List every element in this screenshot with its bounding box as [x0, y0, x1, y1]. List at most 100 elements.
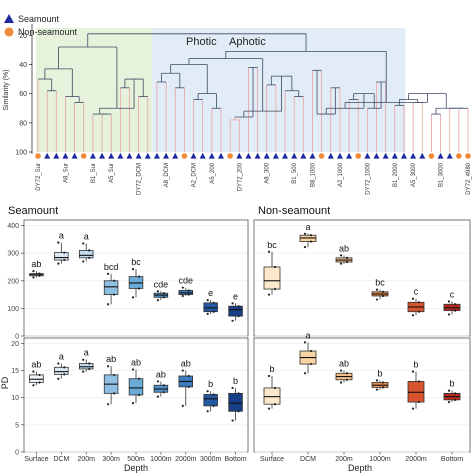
dendrogram-panel: 20 40 60 80 100 Similarity (%) Photic Aphoti… — [3, 14, 472, 195]
x-tick-label: 200m — [77, 456, 95, 463]
sample-point — [345, 256, 349, 259]
x-label-nonseamount: Depth — [348, 463, 372, 473]
box-3000m: b — [203, 379, 218, 413]
leaf-marker-seamount — [364, 152, 371, 159]
sample-point — [231, 419, 234, 422]
leaf-label: B1_500 — [292, 162, 298, 183]
leaf-label: A2_DCM — [192, 163, 198, 187]
x-tick-label: DCM — [53, 456, 69, 463]
leaf-marker-seamount — [190, 152, 197, 159]
sample-point — [57, 377, 60, 380]
sample-point — [375, 388, 379, 391]
significance-letter: bc — [267, 240, 277, 250]
panel-title-nonseamount: Non-seamount — [258, 205, 330, 217]
leaf-marker-seamount — [400, 152, 407, 159]
sample-point — [267, 293, 271, 296]
legend-seamount-label: Seamount — [18, 14, 60, 24]
sample-point — [339, 262, 343, 265]
x-tick-label: 1000m — [150, 456, 172, 463]
y-tick-label: 200 — [7, 278, 19, 285]
box-200m: ab — [335, 243, 353, 265]
sample-point — [38, 381, 41, 384]
y-tick-label: 60 — [19, 91, 27, 98]
sample-point — [339, 369, 343, 372]
box-2000m: b — [407, 360, 425, 410]
leaf-label: B8_1000 — [310, 162, 316, 187]
sample-point — [82, 370, 85, 373]
sample-point — [32, 276, 35, 279]
dendrogram-leaf-markers — [35, 152, 471, 159]
sample-point — [339, 381, 343, 384]
box-2000m: ab — [178, 359, 194, 407]
leaf-marker-nonseamount — [456, 153, 462, 159]
sample-point — [309, 234, 313, 237]
sample-point — [156, 380, 159, 383]
significance-letter: ab — [131, 357, 141, 367]
leaf-marker-seamount — [89, 152, 96, 159]
sample-point — [156, 298, 159, 302]
box-body — [54, 366, 69, 375]
leaf-label: A5_Sur — [109, 163, 115, 183]
box-DCM: a — [299, 330, 317, 375]
x-tick-label: 300m — [102, 456, 120, 463]
sample-point — [375, 288, 379, 291]
sample-point — [107, 403, 110, 406]
sample-point — [38, 272, 41, 275]
dendrogram-y-label: Similarity (%) — [3, 69, 10, 110]
y-tick-label: 100 — [15, 150, 27, 157]
box-body — [228, 305, 243, 317]
leaf-marker-nonseamount — [465, 153, 471, 159]
box-Surface: b — [263, 364, 281, 410]
sample-point — [156, 290, 159, 293]
box-body — [54, 252, 69, 261]
panel-frame — [253, 219, 471, 337]
y-tick-label: 300 — [7, 251, 19, 258]
leaf-label: A5_3000 — [411, 162, 417, 187]
leaf-marker-seamount — [217, 152, 224, 159]
sample-point — [113, 373, 116, 377]
significance-letter: e — [233, 291, 238, 301]
leaf-marker-seamount — [199, 152, 206, 159]
sample-point — [453, 309, 457, 312]
significance-letter: cde — [154, 279, 169, 289]
sample-point — [447, 400, 451, 404]
leaf-marker-seamount — [153, 152, 160, 159]
sample-point — [162, 384, 165, 387]
sample-point — [82, 260, 85, 263]
sample-point — [381, 294, 385, 298]
dendrogram-y-ticks: 20 40 60 80 100 — [15, 33, 32, 157]
significance-letter: bcd — [104, 262, 119, 272]
leaf-marker-nonseamount — [318, 153, 325, 159]
sample-point — [309, 349, 313, 353]
sample-point — [131, 296, 135, 299]
leaf-marker-seamount — [135, 152, 142, 159]
sample-point — [88, 249, 91, 252]
leaf-marker-seamount — [99, 152, 106, 159]
x-tick-label: 2000m — [175, 456, 197, 463]
sample-point — [345, 260, 349, 264]
x-tick-label: 200m — [335, 456, 353, 463]
leaf-marker-seamount — [291, 152, 298, 159]
leaf-marker-seamount — [245, 152, 252, 159]
pd-y-label: PD — [0, 376, 10, 389]
x-tick-label: 500m — [127, 456, 145, 463]
box-DCM: a — [299, 222, 317, 249]
sample-point — [32, 384, 35, 387]
y-tick-label: 15 — [11, 368, 19, 375]
sample-point — [273, 265, 277, 269]
leaf-marker-nonseamount — [35, 153, 41, 159]
significance-letter: a — [305, 222, 310, 232]
x-tick-label: 3000m — [200, 456, 222, 463]
sample-point — [303, 232, 307, 235]
sample-point — [345, 378, 349, 381]
seamount-pd-boxplot: 0 5 10 15 20 ab Surface a DCM a 200m ab 300m ab 500m ab… — [11, 337, 249, 463]
sample-point — [447, 313, 451, 316]
sample-point — [212, 301, 215, 304]
nonseamount-richness-boxplot: bc a ab bc c c — [253, 219, 471, 337]
leaf-marker-seamount — [382, 152, 389, 159]
sample-point — [273, 287, 277, 291]
x-tick-label: Bottom — [441, 456, 463, 463]
sample-point — [206, 312, 209, 316]
sample-point — [273, 403, 277, 406]
